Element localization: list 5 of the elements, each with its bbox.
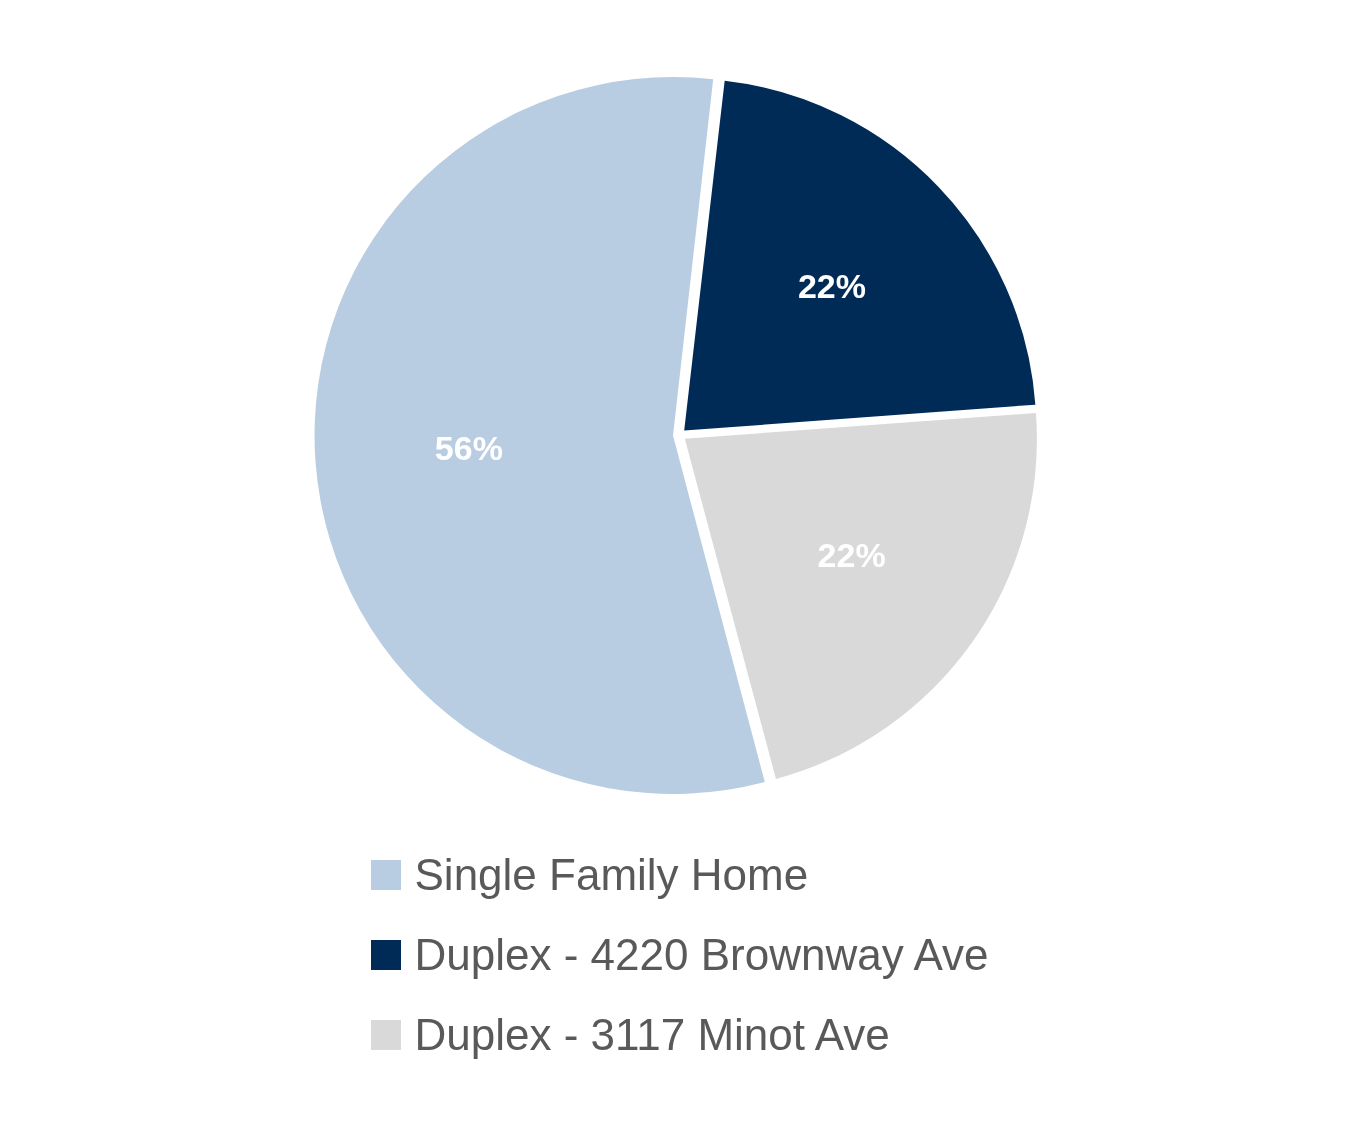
data-label: 56% <box>434 428 503 467</box>
legend-label: Duplex - 3117 Minot Ave <box>414 1010 890 1060</box>
legend-label: Duplex - 4220 Brownway Ave <box>414 930 989 980</box>
legend-label: Single Family Home <box>414 850 809 900</box>
data-label: 22% <box>797 267 866 306</box>
